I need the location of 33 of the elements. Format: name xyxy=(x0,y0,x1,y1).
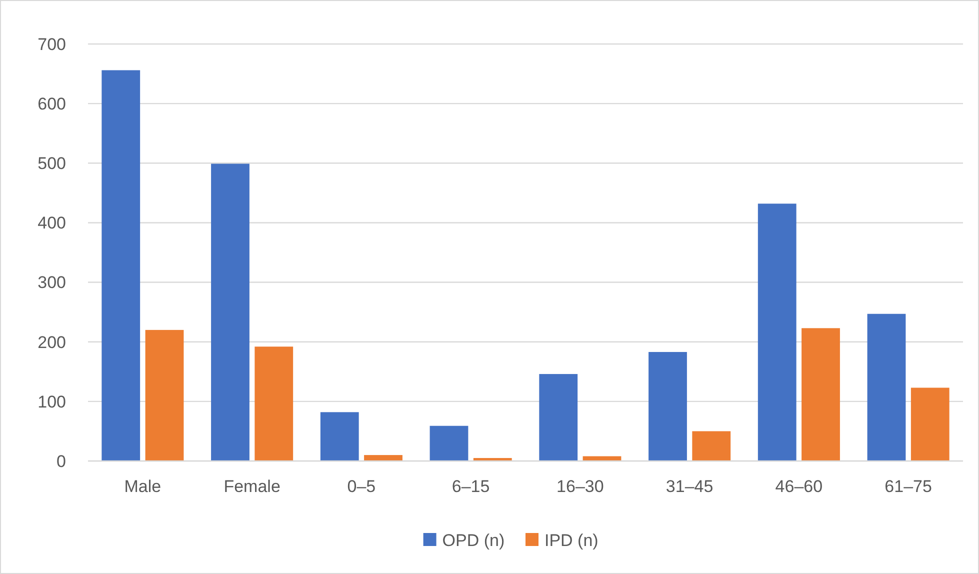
x-tick-label: 0–5 xyxy=(347,477,376,496)
y-tick-label: 0 xyxy=(56,452,66,471)
bar xyxy=(867,314,906,461)
bar xyxy=(364,455,402,461)
x-tick-label: 6–15 xyxy=(452,477,490,496)
y-tick-label: 100 xyxy=(38,392,66,412)
bar xyxy=(582,456,622,461)
bar xyxy=(320,412,359,461)
x-tick-label: 46–60 xyxy=(775,477,823,496)
bar xyxy=(758,204,796,461)
bar xyxy=(539,374,578,461)
bar xyxy=(648,352,687,461)
x-tick-label: Male xyxy=(124,477,162,496)
x-tick-label: 61–75 xyxy=(884,477,932,496)
y-tick-label: 700 xyxy=(38,34,66,54)
y-tick-label: 200 xyxy=(38,332,66,352)
x-tick-label: 16–30 xyxy=(556,477,604,496)
x-tick-label: Female xyxy=(224,477,280,496)
legend-label: IPD (n) xyxy=(544,531,598,550)
bar xyxy=(102,70,140,461)
bar xyxy=(910,388,950,461)
bar xyxy=(802,328,840,461)
y-tick-label: 400 xyxy=(38,214,66,233)
legend-label: OPD (n) xyxy=(442,531,505,550)
bar xyxy=(145,330,184,461)
y-tick-label: 300 xyxy=(38,273,66,292)
bar xyxy=(211,164,250,461)
y-tick-label: 500 xyxy=(38,154,66,174)
bar xyxy=(430,426,468,461)
x-tick-label: 31–45 xyxy=(666,477,714,496)
bar xyxy=(692,431,731,461)
y-tick-label: 600 xyxy=(38,94,66,114)
bar xyxy=(254,346,294,461)
